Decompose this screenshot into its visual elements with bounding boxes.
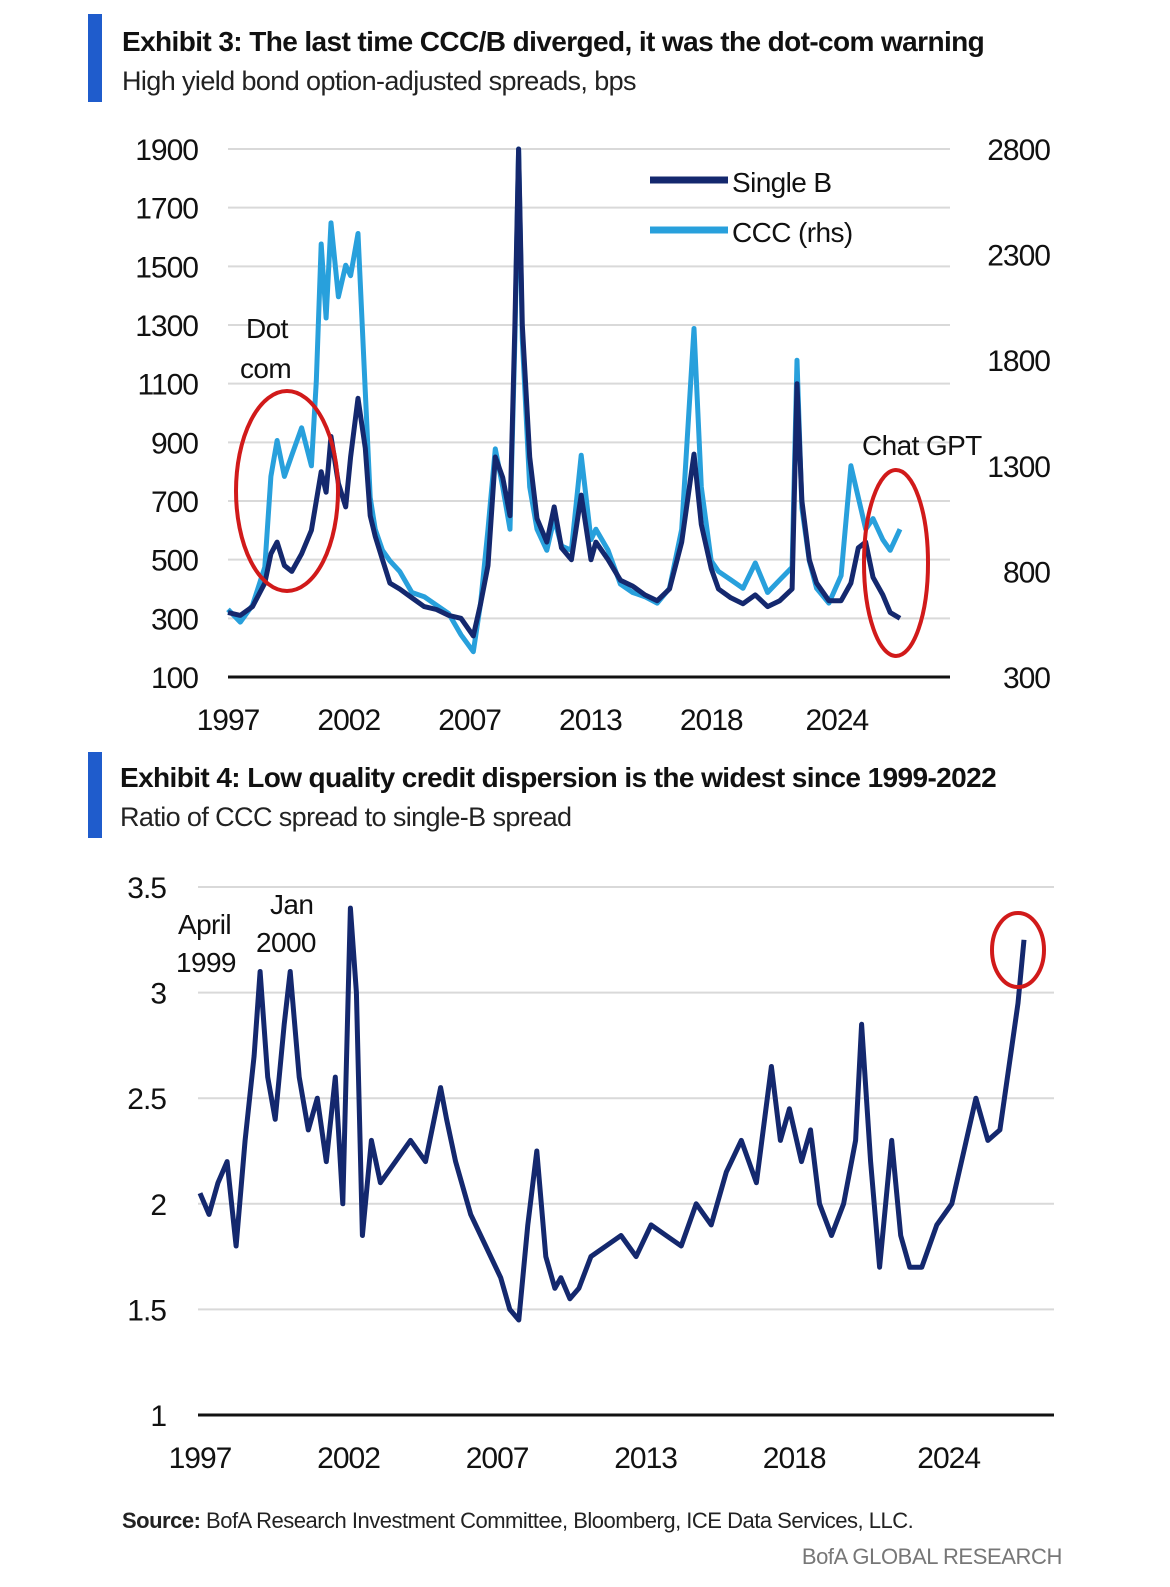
x-tick-label: 2013	[614, 1442, 677, 1475]
x-tick-label: 2018	[763, 1442, 826, 1475]
exhibit4-gridlines	[198, 886, 1054, 1417]
exhibit3-left-axis: 100 300 500 700 900 1100 1300 1500 1700 1900	[135, 134, 199, 695]
ratio-line	[197, 905, 1027, 1323]
latest-highlight-circle	[990, 911, 1046, 989]
exhibit4-series	[197, 905, 1027, 1323]
exhibit4-y-axis: 1 1.5 2 2.5 3 3.5	[127, 872, 167, 1433]
exhibit4-subtitle: Ratio of CCC spread to single-B spread	[120, 802, 572, 832]
annotation-dot: Dot	[246, 313, 289, 344]
source-text: BofA Research Investment Committee, Bloo…	[200, 1508, 914, 1533]
dotcom-highlight-circle	[234, 389, 340, 593]
annotation-jan: Jan	[270, 889, 313, 920]
exhibit3-right-axis: 300 800 1300 1800 2300 2800	[987, 134, 1051, 695]
y-tick-label: 2	[150, 1189, 166, 1222]
annotation-april: April	[178, 909, 231, 940]
x-tick-label: 2002	[317, 1442, 380, 1475]
x-tick-label: 2007	[466, 1442, 529, 1475]
source-note: Source: BofA Research Investment Committ…	[122, 1508, 914, 1534]
legend-ccc-label: CCC (rhs)	[732, 217, 853, 248]
exhibit4-x-axis: 1997 2002 2007 2013 2018 2024	[169, 1442, 982, 1475]
y-tick-label: 300	[151, 603, 198, 636]
annotation-2000: 2000	[256, 927, 316, 958]
x-tick-label: 2013	[559, 704, 622, 737]
exhibit3-accent-bar	[88, 14, 102, 102]
exhibit4-chart: 1 1.5 2 2.5 3 3.5 1997 2002 2007 2013 2018 2024 Ap…	[127, 872, 1054, 1475]
exhibit3-subtitle: High yield bond option-adjusted spreads,…	[122, 66, 637, 96]
exhibit3-title: Exhibit 3: The last time CCC/B diverged,…	[122, 26, 985, 57]
exhibit4-annotations: April 1999 Jan 2000	[176, 889, 1046, 989]
x-tick-label: 2007	[438, 704, 501, 737]
brand-footer: BofA GLOBAL RESEARCH	[801, 1544, 1063, 1569]
exhibit3-legend: Single B CCC (rhs)	[650, 167, 853, 248]
annotation-1999: 1999	[176, 947, 236, 978]
x-tick-label: 2018	[680, 704, 743, 737]
y-tick-label: 100	[151, 662, 198, 695]
y-tick-label: 700	[151, 486, 198, 519]
y2-tick-label: 1800	[987, 345, 1050, 378]
x-tick-label: 2024	[917, 1442, 980, 1475]
exhibit4-accent-bar	[88, 752, 102, 838]
y-tick-label: 1500	[135, 251, 198, 284]
y-tick-label: 1300	[135, 310, 198, 343]
y-tick-label: 1900	[135, 134, 198, 167]
y-tick-label: 1.5	[127, 1294, 166, 1327]
source-label: Source:	[122, 1508, 201, 1533]
y2-tick-label: 2300	[987, 240, 1050, 273]
y2-tick-label: 800	[1003, 556, 1050, 589]
y2-tick-label: 2800	[987, 134, 1050, 167]
y-tick-label: 2.5	[127, 1083, 166, 1116]
x-tick-label: 2002	[317, 704, 380, 737]
annotation-chat-gpt: Chat GPT	[862, 430, 982, 461]
y-tick-label: 500	[151, 545, 198, 578]
legend-single-b-label: Single B	[732, 167, 832, 198]
exhibit3-chart: 100 300 500 700 900 1100 1300 1500 1700 1900 300 8…	[135, 134, 1051, 737]
chatgpt-highlight-circle	[862, 468, 930, 658]
y-tick-label: 900	[151, 427, 198, 460]
x-tick-label: 1997	[169, 1442, 232, 1475]
y-tick-label: 3	[150, 978, 166, 1011]
x-tick-label: 1997	[197, 704, 260, 737]
y-tick-label: 3.5	[127, 872, 166, 905]
y2-tick-label: 1300	[987, 451, 1050, 484]
exhibit3-annotations: Dot com Chat GPT	[234, 313, 983, 658]
x-tick-label: 2024	[805, 704, 868, 737]
y-tick-label: 1100	[137, 369, 198, 402]
y2-tick-label: 300	[1003, 662, 1050, 695]
exhibit4-title: Exhibit 4: Low quality credit dispersion…	[120, 762, 997, 793]
annotation-com: com	[240, 353, 291, 384]
exhibit3-x-axis: 1997 2002 2007 2013 2018 2024	[197, 704, 870, 737]
y-tick-label: 1700	[135, 193, 198, 226]
y-tick-label: 1	[150, 1400, 166, 1433]
